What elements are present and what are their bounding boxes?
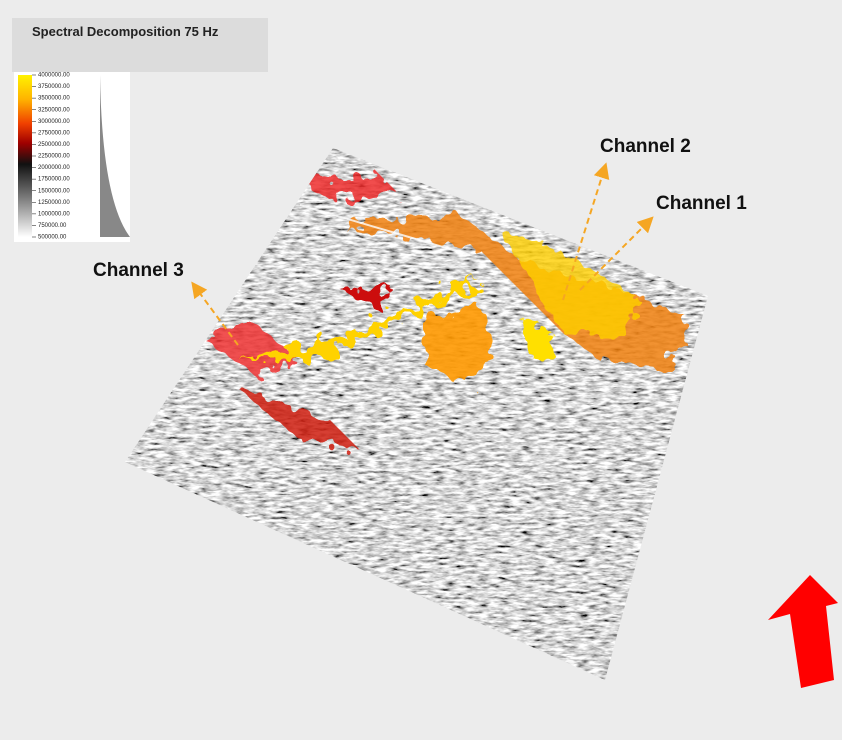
colorbar-tick-label: 2000000.00 [38,165,70,171]
pointer-channel-1 [579,216,654,291]
colorbar-tick-label: 2250000.00 [38,154,70,160]
title: Spectral Decomposition 75 Hz [32,24,219,39]
colorbar-tick-label: 750000.00 [38,223,67,229]
colorbar-ticks: 4000000.00 3750000.00 3500000.00 3250000.00… [32,73,70,241]
colorbar-tick-label: 1500000.00 [38,188,70,194]
colorbar-tick-label: 3750000.00 [38,84,70,90]
annotation: Channel 2 [600,136,691,157]
title-panel [12,18,268,72]
colorbar-tick-label: 3500000.00 [38,96,70,102]
colorbar-tick-label: 3250000.00 [38,107,70,113]
pointer-channel-2 [562,162,610,301]
pointer-channel-3 [191,281,239,346]
colorbar-tick-label: 2750000.00 [38,130,70,136]
colorbar-tick-label: 500000.00 [38,235,67,241]
colorbar-tick-label: 1750000.00 [38,177,70,183]
colorbar-tick-label: 2500000.00 [38,142,70,148]
colorbar-tick-label: 1250000.00 [38,200,70,206]
histogram [100,75,130,237]
colorbar-tick-label: 1000000.00 [38,211,70,217]
pointer-arrows [191,162,654,346]
colorbar-tick-label: 3000000.00 [38,119,70,125]
annotation: Channel 3 [93,260,184,281]
annotation: Channel 1 [656,193,747,214]
north-arrow [768,575,838,688]
colorbar-tick-label: 4000000.00 [38,73,70,79]
colorbar [18,75,32,237]
